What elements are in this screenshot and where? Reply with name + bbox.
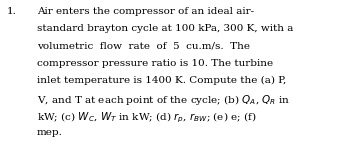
- Text: inlet temperature is 1400 K. Compute the (a) P,: inlet temperature is 1400 K. Compute the…: [37, 76, 286, 85]
- Text: kW; (c) $W_C$, $W_T$ in kW; (d) $r_p$, $r_{BW}$; (e) e; (f): kW; (c) $W_C$, $W_T$ in kW; (d) $r_p$, $…: [37, 111, 256, 125]
- Text: mep.: mep.: [37, 128, 63, 137]
- Text: 1.: 1.: [6, 7, 16, 16]
- Text: standard brayton cycle at 100 kPa, 300 K, with a: standard brayton cycle at 100 kPa, 300 K…: [37, 24, 293, 33]
- Text: compressor pressure ratio is 10. The turbine: compressor pressure ratio is 10. The tur…: [37, 59, 273, 68]
- Text: volumetric  flow  rate  of  5  cu.m/s.  The: volumetric flow rate of 5 cu.m/s. The: [37, 41, 250, 50]
- Text: V, and T at each point of the cycle; (b) $Q_A$, $Q_R$ in: V, and T at each point of the cycle; (b)…: [37, 93, 290, 107]
- Text: Air enters the compressor of an ideal air-: Air enters the compressor of an ideal ai…: [37, 7, 254, 16]
